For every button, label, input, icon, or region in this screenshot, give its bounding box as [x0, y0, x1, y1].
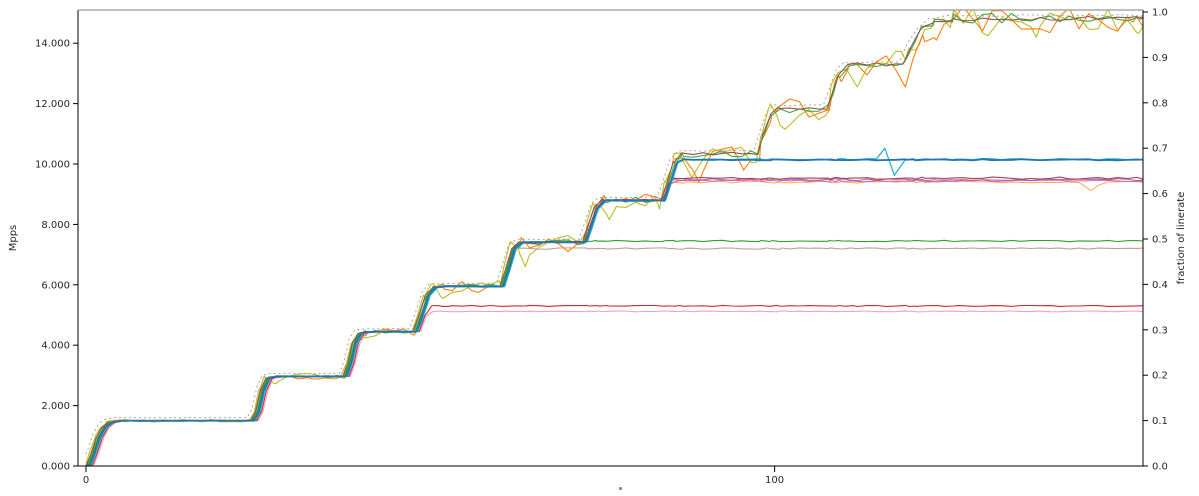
- y-axis-right: 0.0 0.1 0.2 0.3 0.4 0.5 0.6 0.7 0.8 0.9 1.0 fractio…: [1143, 8, 1187, 473]
- series-green: [85, 12, 1143, 466]
- series-brown: [85, 15, 1143, 466]
- right-tick-label: 0.5: [1152, 235, 1168, 246]
- x-axis: 0 100: [83, 466, 784, 486]
- right-tick-label: 0.1: [1152, 416, 1168, 427]
- right-tick-label: 0.9: [1152, 53, 1168, 64]
- left-tick-label: 14.000: [35, 39, 70, 50]
- series-pink: [85, 310, 1143, 466]
- series-cyan: [86, 147, 1143, 466]
- series-purple: [86, 178, 1143, 466]
- series-orange: [85, 10, 1143, 466]
- left-tick-label: 4.000: [41, 341, 70, 352]
- series-tan: [86, 247, 1143, 466]
- right-tick-label: 1.0: [1152, 8, 1168, 19]
- series-dark-red: [85, 176, 1143, 466]
- left-tick-label: 0.000: [41, 462, 70, 473]
- series-blue: [86, 158, 1143, 466]
- series-magenta: [86, 179, 1143, 466]
- right-tick-label: 0.8: [1152, 98, 1168, 109]
- left-tick-label: 10.000: [35, 160, 70, 171]
- right-tick-label: 0.6: [1152, 189, 1168, 200]
- series-light-orange: [85, 180, 1143, 466]
- right-tick-label: 0.7: [1152, 144, 1168, 155]
- left-tick-label: 12.000: [35, 99, 70, 110]
- series-group: [85, 10, 1143, 466]
- x-tick-label: 100: [765, 475, 784, 486]
- left-tick-label: 8.000: [41, 220, 70, 231]
- right-axis-title: fraction of linerate: [1176, 192, 1187, 285]
- y-axis-left: 0.000 2.000 4.000 6.000 8.000 10.000 12.000 14.…: [8, 39, 78, 473]
- axes-group: [77, 9, 1144, 467]
- x-axis-label-clipped-fragment: [619, 487, 622, 490]
- series-red: [85, 304, 1143, 466]
- series-flat-green: [85, 239, 1143, 466]
- left-axis-title: Mpps: [8, 225, 19, 252]
- x-tick-label: 0: [83, 475, 89, 486]
- right-tick-label: 0.4: [1152, 280, 1168, 291]
- right-tick-label: 0.2: [1152, 371, 1168, 382]
- series-olive: [85, 10, 1143, 464]
- left-tick-label: 2.000: [41, 401, 70, 412]
- series-offered-load-reference: [85, 14, 1143, 455]
- left-tick-label: 6.000: [41, 280, 70, 291]
- right-tick-label: 0.3: [1152, 325, 1168, 336]
- right-tick-label: 0.0: [1152, 462, 1168, 473]
